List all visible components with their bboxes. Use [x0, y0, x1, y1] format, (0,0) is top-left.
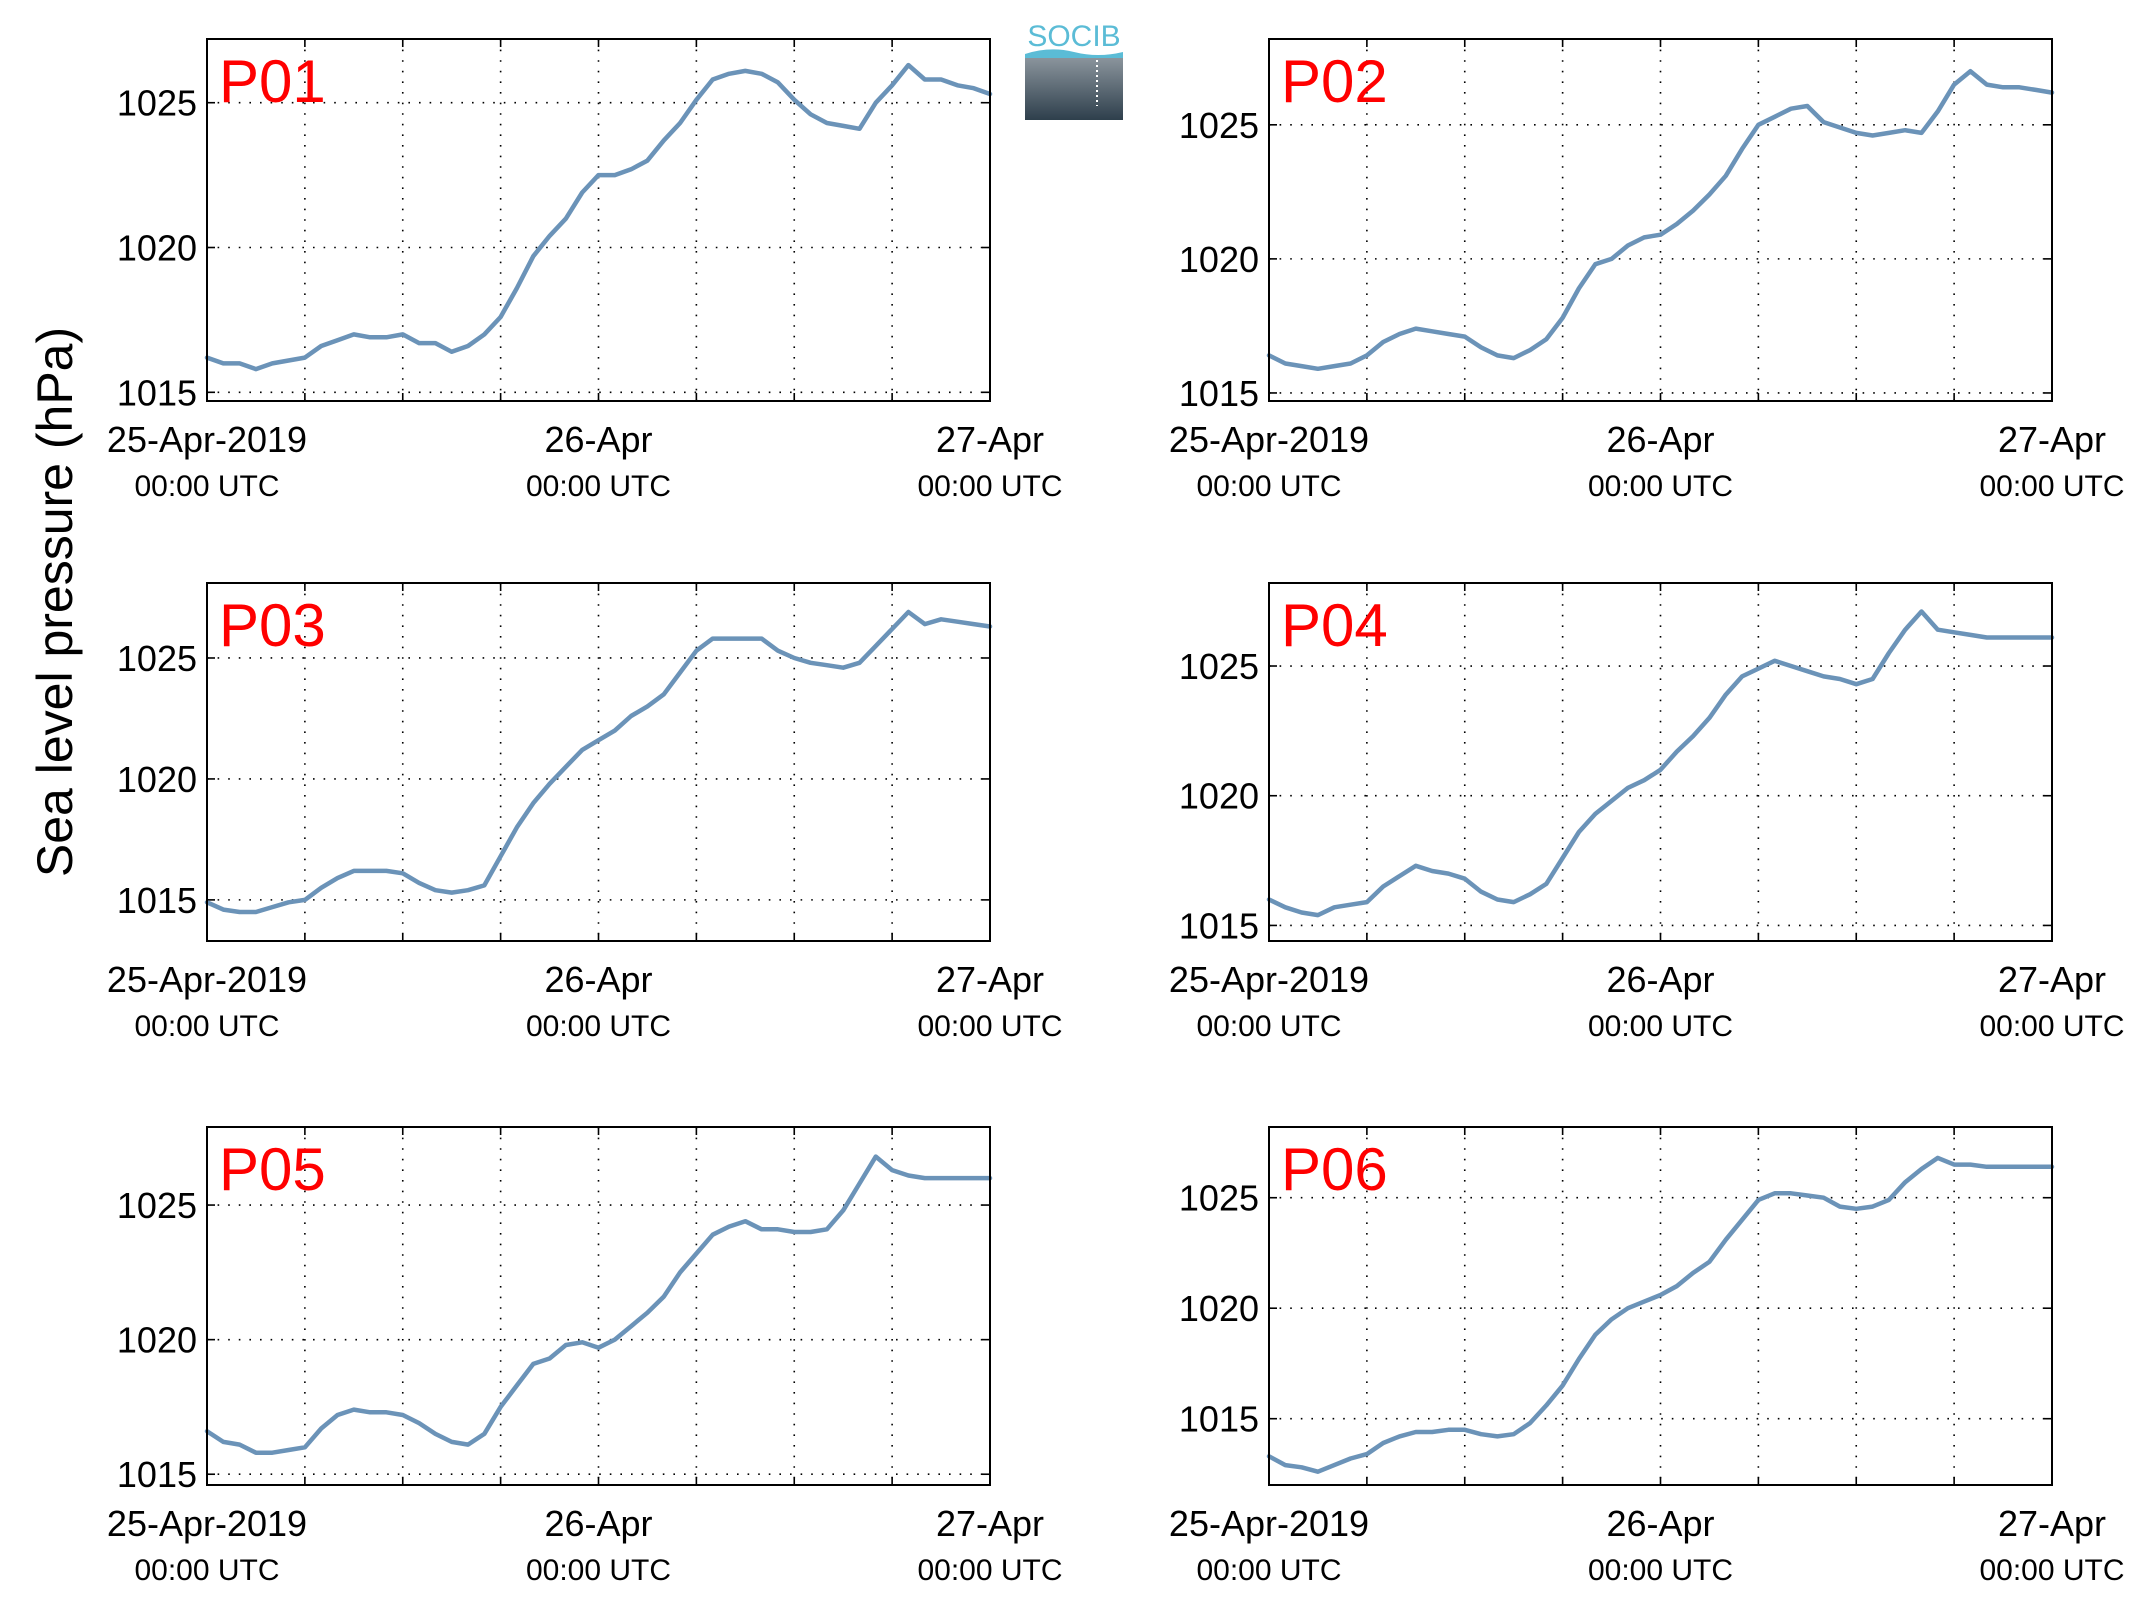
socib-logo-text: SOCIB	[1027, 20, 1120, 53]
x-tick-time-label: 00:00 UTC	[1588, 470, 1733, 503]
pressure-series-line	[1266, 609, 2055, 918]
x-tick-date-label: 25-Apr-2019	[107, 419, 307, 460]
y-tick-label: 1015	[117, 880, 197, 921]
panel-title: P05	[219, 1136, 326, 1203]
y-tick-label: 1020	[117, 759, 197, 800]
chart-panel: 1015 1020 1025 25-Apr-2019 00:00 UTC 26-Apr 00…	[107, 1126, 1063, 1587]
panel-title: P06	[1281, 1136, 1388, 1203]
socib-logo-wave	[1025, 49, 1123, 60]
x-tick-date-label: 27-Apr	[936, 419, 1044, 460]
x-tick-date-label: 25-Apr-2019	[107, 1503, 307, 1544]
y-tick-label: 1025	[117, 1185, 197, 1226]
y-tick-label: 1020	[1179, 776, 1259, 817]
x-tick-time-label: 00:00 UTC	[1979, 1554, 2124, 1587]
chart-panel: 1015 1020 1025 25-Apr-2019 00:00 UTC 26-Apr 00…	[1169, 38, 2125, 503]
y-tick-label: 1015	[117, 372, 197, 413]
x-tick-time-label: 00:00 UTC	[134, 1010, 279, 1043]
y-tick-label: 1025	[1179, 105, 1259, 146]
plot-frame	[206, 1126, 991, 1486]
socib-logo: SOCIB	[1025, 20, 1123, 120]
x-tick-time-label: 00:00 UTC	[526, 1010, 671, 1043]
chart-panels: 1015 1020 1025 25-Apr-2019 00:00 UTC 26-Apr 00…	[107, 38, 2125, 1587]
x-tick-time-label: 00:00 UTC	[1979, 470, 2124, 503]
panel-title: P02	[1281, 48, 1388, 115]
pressure-series-line	[204, 609, 993, 915]
x-tick-time-label: 00:00 UTC	[1588, 1010, 1733, 1043]
x-tick-date-label: 27-Apr	[1998, 1503, 2106, 1544]
x-tick-date-label: 27-Apr	[1998, 959, 2106, 1000]
socib-logo-box	[1025, 58, 1123, 120]
chart-panel: 1015 1020 1025 25-Apr-2019 00:00 UTC 26-Apr 00…	[1169, 582, 2125, 1043]
x-tick-date-label: 26-Apr	[544, 959, 652, 1000]
plot-frame	[1268, 1126, 2053, 1486]
x-tick-date-label: 27-Apr	[936, 1503, 1044, 1544]
y-tick-label: 1025	[1179, 646, 1259, 687]
x-tick-date-label: 25-Apr-2019	[1169, 1503, 1369, 1544]
x-tick-date-label: 27-Apr	[936, 959, 1044, 1000]
panel-title: P01	[219, 48, 326, 115]
x-tick-time-label: 00:00 UTC	[917, 470, 1062, 503]
x-tick-date-label: 26-Apr	[544, 1503, 652, 1544]
x-tick-time-label: 00:00 UTC	[1196, 1010, 1341, 1043]
y-tick-label: 1025	[117, 83, 197, 124]
x-tick-date-label: 25-Apr-2019	[1169, 419, 1369, 460]
pressure-series-line	[204, 62, 993, 372]
panel-title: P04	[1281, 592, 1388, 659]
y-tick-label: 1020	[1179, 239, 1259, 280]
y-tick-label: 1015	[1179, 905, 1259, 946]
x-tick-time-label: 00:00 UTC	[917, 1010, 1062, 1043]
x-tick-time-label: 00:00 UTC	[526, 470, 671, 503]
x-tick-time-label: 00:00 UTC	[917, 1554, 1062, 1587]
plot-frame	[1268, 38, 2053, 402]
x-tick-date-label: 26-Apr	[1606, 419, 1714, 460]
chart-panel: 1015 1020 1025 25-Apr-2019 00:00 UTC 26-Apr 00…	[107, 38, 1063, 503]
y-tick-label: 1015	[117, 1454, 197, 1495]
x-tick-time-label: 00:00 UTC	[1196, 1554, 1341, 1587]
plot-frame	[206, 38, 991, 402]
y-axis-label: Sea level pressure (hPa)	[27, 327, 83, 877]
x-tick-time-label: 00:00 UTC	[134, 1554, 279, 1587]
y-tick-label: 1025	[1179, 1178, 1259, 1219]
y-tick-label: 1015	[1179, 373, 1259, 414]
y-tick-label: 1020	[117, 228, 197, 269]
y-tick-label: 1015	[1179, 1399, 1259, 1440]
x-tick-time-label: 00:00 UTC	[1196, 470, 1341, 503]
pressure-series-line	[1266, 68, 2055, 372]
plot-frame	[1268, 582, 2053, 942]
chart-panel: 1015 1020 1025 25-Apr-2019 00:00 UTC 26-Apr 00…	[1169, 1126, 2125, 1587]
x-tick-time-label: 00:00 UTC	[1979, 1010, 2124, 1043]
x-tick-date-label: 26-Apr	[1606, 1503, 1714, 1544]
x-tick-time-label: 00:00 UTC	[134, 470, 279, 503]
y-tick-label: 1025	[117, 638, 197, 679]
x-tick-date-label: 26-Apr	[544, 419, 652, 460]
x-tick-time-label: 00:00 UTC	[526, 1554, 671, 1587]
chart-panel: 1015 1020 1025 25-Apr-2019 00:00 UTC 26-Apr 00…	[107, 582, 1063, 1043]
plot-frame	[206, 582, 991, 942]
panel-title: P03	[219, 592, 326, 659]
x-tick-date-label: 27-Apr	[1998, 419, 2106, 460]
x-tick-time-label: 00:00 UTC	[1588, 1554, 1733, 1587]
pressure-series-line	[1266, 1155, 2055, 1474]
y-tick-label: 1020	[1179, 1288, 1259, 1329]
x-tick-date-label: 25-Apr-2019	[1169, 959, 1369, 1000]
pressure-series-line	[204, 1154, 993, 1455]
x-tick-date-label: 25-Apr-2019	[107, 959, 307, 1000]
x-tick-date-label: 26-Apr	[1606, 959, 1714, 1000]
y-tick-label: 1020	[117, 1320, 197, 1361]
